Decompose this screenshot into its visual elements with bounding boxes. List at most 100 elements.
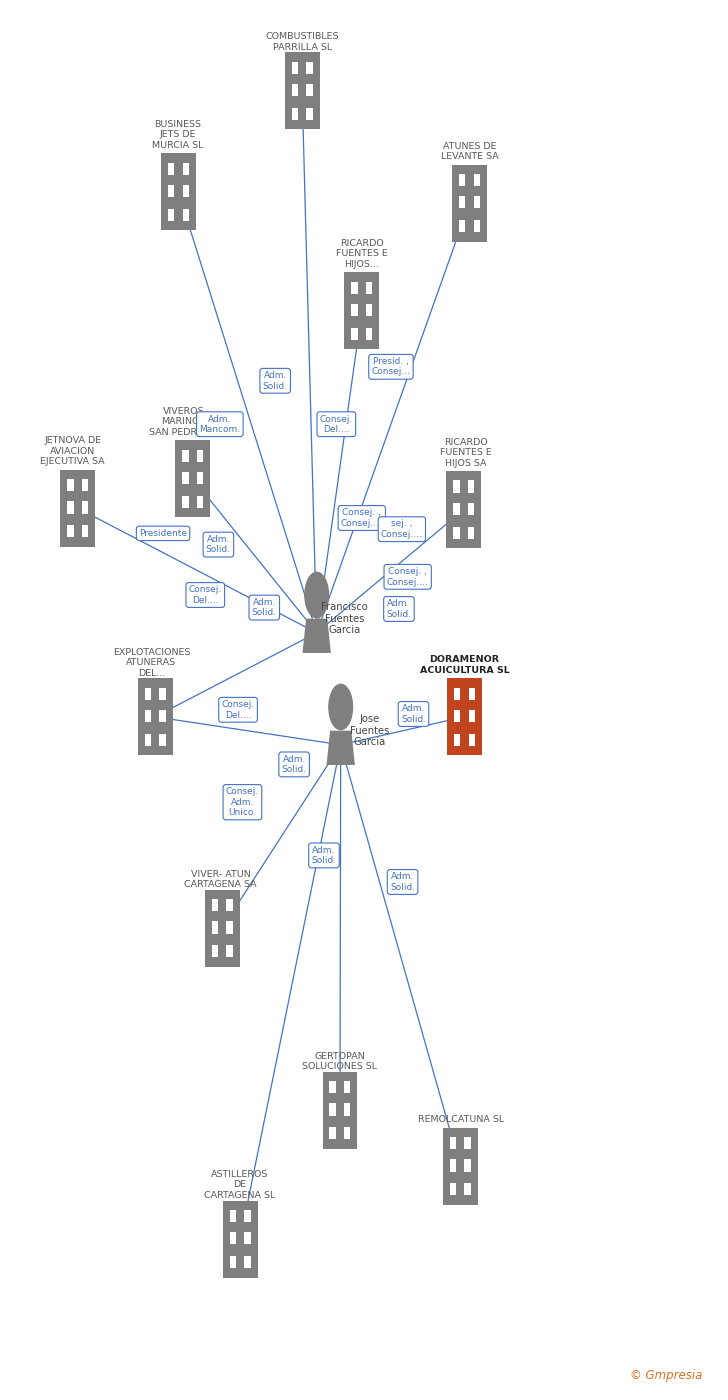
FancyBboxPatch shape xyxy=(197,449,203,462)
FancyBboxPatch shape xyxy=(468,480,474,493)
FancyBboxPatch shape xyxy=(223,1200,258,1277)
Text: COMBUSTIBLES
PARRILLA SL: COMBUSTIBLES PARRILLA SL xyxy=(266,32,339,52)
FancyBboxPatch shape xyxy=(352,304,357,316)
Text: Adm.
Solid.: Adm. Solid. xyxy=(263,371,288,391)
FancyBboxPatch shape xyxy=(168,162,174,175)
Text: Adm.
Solid.: Adm. Solid. xyxy=(312,846,336,865)
Polygon shape xyxy=(327,731,355,764)
FancyBboxPatch shape xyxy=(344,1127,350,1140)
Text: Consej. ,
Consej....: Consej. , Consej.... xyxy=(341,508,383,528)
FancyBboxPatch shape xyxy=(323,1072,357,1148)
Text: sej. ,
Consej....: sej. , Consej.... xyxy=(381,519,423,539)
FancyBboxPatch shape xyxy=(344,1081,350,1093)
FancyBboxPatch shape xyxy=(138,679,173,756)
FancyBboxPatch shape xyxy=(443,1128,478,1204)
Text: Adm.
Solid.: Adm. Solid. xyxy=(252,598,277,617)
Text: VIVER- ATUN
CARTAGENA SA: VIVER- ATUN CARTAGENA SA xyxy=(184,869,257,889)
FancyBboxPatch shape xyxy=(344,272,379,349)
FancyBboxPatch shape xyxy=(145,734,151,746)
FancyBboxPatch shape xyxy=(230,1232,236,1245)
Text: DORAMENOR
ACUICULTURA SL: DORAMENOR ACUICULTURA SL xyxy=(419,655,510,675)
Text: Consej.
Del....: Consej. Del.... xyxy=(189,585,222,605)
FancyBboxPatch shape xyxy=(330,1127,336,1140)
FancyBboxPatch shape xyxy=(366,281,372,294)
FancyBboxPatch shape xyxy=(452,165,487,241)
FancyBboxPatch shape xyxy=(450,1183,456,1196)
Text: Consej.
Del....: Consej. Del.... xyxy=(320,414,353,434)
Text: Presidente: Presidente xyxy=(139,529,187,538)
FancyBboxPatch shape xyxy=(183,162,189,175)
FancyBboxPatch shape xyxy=(454,710,460,722)
FancyBboxPatch shape xyxy=(168,209,174,221)
FancyBboxPatch shape xyxy=(183,185,189,197)
FancyBboxPatch shape xyxy=(68,479,74,491)
FancyBboxPatch shape xyxy=(183,496,189,508)
FancyBboxPatch shape xyxy=(168,185,174,197)
FancyBboxPatch shape xyxy=(306,108,312,120)
FancyBboxPatch shape xyxy=(175,440,210,517)
Text: BUSINESS
JETS DE
MURCIA SL: BUSINESS JETS DE MURCIA SL xyxy=(152,120,203,150)
FancyBboxPatch shape xyxy=(197,472,203,484)
Text: Consej. ,
Consej....: Consej. , Consej.... xyxy=(387,567,429,587)
FancyBboxPatch shape xyxy=(454,734,460,746)
FancyBboxPatch shape xyxy=(450,1137,456,1149)
FancyBboxPatch shape xyxy=(145,710,151,722)
FancyBboxPatch shape xyxy=(230,1210,236,1222)
FancyBboxPatch shape xyxy=(469,710,475,722)
FancyBboxPatch shape xyxy=(469,734,475,746)
FancyBboxPatch shape xyxy=(159,710,165,722)
FancyBboxPatch shape xyxy=(212,921,218,934)
FancyBboxPatch shape xyxy=(454,503,459,515)
FancyBboxPatch shape xyxy=(183,472,189,484)
FancyBboxPatch shape xyxy=(474,220,480,232)
FancyBboxPatch shape xyxy=(212,945,218,958)
Text: EXPLOTACIONES
ATUNERAS
DEL...: EXPLOTACIONES ATUNERAS DEL... xyxy=(113,648,190,678)
FancyBboxPatch shape xyxy=(197,496,203,508)
Text: Adm.
Solid.: Adm. Solid. xyxy=(387,599,411,619)
FancyBboxPatch shape xyxy=(464,1183,470,1196)
FancyBboxPatch shape xyxy=(292,108,298,120)
Text: Adm.
Solid.: Adm. Solid. xyxy=(390,872,415,892)
FancyBboxPatch shape xyxy=(474,174,480,186)
FancyBboxPatch shape xyxy=(145,687,151,700)
Text: Francisco
Fuentes
Garcia: Francisco Fuentes Garcia xyxy=(321,602,368,636)
FancyBboxPatch shape xyxy=(226,945,232,958)
Text: GERTOPAN
SOLUCIONES SL: GERTOPAN SOLUCIONES SL xyxy=(302,1051,378,1071)
FancyBboxPatch shape xyxy=(464,1137,470,1149)
Circle shape xyxy=(329,685,352,729)
Text: Consej.
Adm.
Unico.: Consej. Adm. Unico. xyxy=(226,787,259,818)
FancyBboxPatch shape xyxy=(454,480,459,493)
FancyBboxPatch shape xyxy=(230,1256,236,1268)
FancyBboxPatch shape xyxy=(212,899,218,911)
FancyBboxPatch shape xyxy=(226,899,232,911)
Text: VIVEROS
MARINOS
SAN PEDRO SL: VIVEROS MARINOS SAN PEDRO SL xyxy=(149,407,218,437)
FancyBboxPatch shape xyxy=(459,196,465,209)
FancyBboxPatch shape xyxy=(285,52,320,129)
FancyBboxPatch shape xyxy=(306,84,312,97)
FancyBboxPatch shape xyxy=(454,526,459,539)
FancyBboxPatch shape xyxy=(68,501,74,514)
FancyBboxPatch shape xyxy=(205,890,240,966)
FancyBboxPatch shape xyxy=(159,734,165,746)
FancyBboxPatch shape xyxy=(450,1159,456,1172)
FancyBboxPatch shape xyxy=(330,1081,336,1093)
FancyBboxPatch shape xyxy=(468,503,474,515)
FancyBboxPatch shape xyxy=(474,196,480,209)
Text: Adm.
Solid.: Adm. Solid. xyxy=(401,704,426,724)
FancyBboxPatch shape xyxy=(161,153,196,230)
Text: JETNOVA DE
AVIACION
EJECUTIVA SA: JETNOVA DE AVIACION EJECUTIVA SA xyxy=(41,437,105,466)
FancyBboxPatch shape xyxy=(292,84,298,97)
Text: Jose
Fuentes
Garcia: Jose Fuentes Garcia xyxy=(350,714,389,748)
FancyBboxPatch shape xyxy=(183,209,189,221)
FancyBboxPatch shape xyxy=(469,687,475,700)
FancyBboxPatch shape xyxy=(82,525,88,538)
FancyBboxPatch shape xyxy=(344,1103,350,1116)
Text: Presid. ,
Consej...: Presid. , Consej... xyxy=(371,357,411,377)
FancyBboxPatch shape xyxy=(468,526,474,539)
Text: Consej.
Del....: Consej. Del.... xyxy=(221,700,255,720)
FancyBboxPatch shape xyxy=(330,1103,336,1116)
Text: Adm.
Mancom.: Adm. Mancom. xyxy=(199,414,240,434)
Text: ASTILLEROS
DE
CARTAGENA SL: ASTILLEROS DE CARTAGENA SL xyxy=(204,1170,275,1200)
FancyBboxPatch shape xyxy=(459,220,465,232)
FancyBboxPatch shape xyxy=(366,328,372,340)
